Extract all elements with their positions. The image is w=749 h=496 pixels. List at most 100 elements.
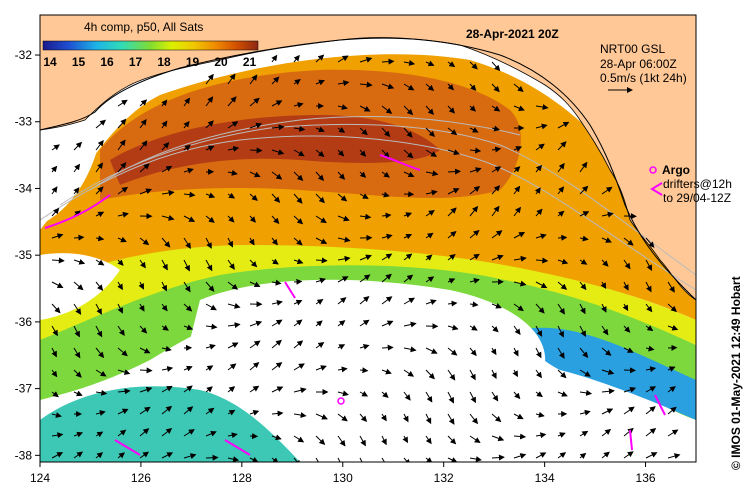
current-vector-arrow bbox=[381, 212, 392, 219]
current-vector-arrow bbox=[491, 325, 499, 333]
current-vector-arrow bbox=[601, 237, 612, 243]
current-vector-arrow bbox=[359, 319, 370, 327]
current-vector-arrow bbox=[557, 303, 565, 315]
current-vector-arrow bbox=[425, 254, 433, 261]
current-vector-arrow bbox=[183, 324, 194, 331]
y-tick-label: -34 bbox=[15, 181, 33, 195]
current-vector-arrow bbox=[447, 324, 459, 331]
current-vector-arrow bbox=[359, 457, 363, 462]
current-vector-arrow bbox=[491, 83, 500, 93]
current-vector-arrow bbox=[535, 347, 542, 359]
current-vector-arrow bbox=[425, 276, 435, 283]
current-vector-arrow bbox=[601, 451, 610, 459]
current-vector-arrow bbox=[381, 391, 389, 398]
current-vector-arrow bbox=[95, 235, 105, 242]
current-vector-arrow bbox=[315, 237, 328, 244]
current-vector-arrow bbox=[579, 161, 588, 173]
current-vector-arrow bbox=[447, 207, 457, 217]
current-vector-arrow bbox=[425, 83, 435, 92]
current-vector-arrow bbox=[491, 166, 502, 173]
current-vector-arrow bbox=[337, 390, 349, 397]
current-vector-arrow bbox=[469, 369, 476, 381]
current-vector-arrow bbox=[469, 83, 477, 92]
current-vector-arrow bbox=[183, 281, 191, 293]
current-vector-arrow bbox=[117, 186, 129, 195]
current-vector-arrow bbox=[623, 347, 634, 353]
x-tick-label: 132 bbox=[434, 471, 454, 485]
coastline bbox=[40, 37, 696, 301]
current-vector-arrow bbox=[161, 120, 168, 129]
current-vector-arrow bbox=[249, 456, 259, 462]
current-vector-arrow bbox=[139, 325, 148, 334]
current-vector-arrow bbox=[183, 144, 191, 151]
current-vector-arrow bbox=[425, 435, 432, 445]
current-vector-arrow bbox=[557, 325, 564, 338]
current-vector-arrow bbox=[315, 54, 325, 63]
current-vector-arrow bbox=[51, 369, 58, 378]
current-vector-arrow bbox=[227, 409, 236, 416]
current-vector-arrow bbox=[381, 58, 395, 65]
current-vector-arrow bbox=[601, 388, 615, 395]
current-vector-arrow bbox=[183, 215, 196, 222]
current-vector-arrow bbox=[249, 259, 258, 268]
current-vector-arrow bbox=[623, 406, 635, 415]
current-vector-arrow bbox=[227, 96, 237, 107]
current-vector-arrow bbox=[73, 187, 80, 195]
current-vector-arrow bbox=[139, 237, 150, 246]
y-tick-label: -32 bbox=[15, 48, 33, 62]
current-vector-arrow bbox=[469, 391, 476, 404]
current-vector-arrow bbox=[227, 215, 235, 223]
current-vector-arrow bbox=[271, 76, 280, 85]
current-vector-arrow bbox=[447, 457, 458, 462]
current-vector-arrow bbox=[271, 434, 282, 441]
current-vector-arrow bbox=[381, 191, 390, 198]
current-vector-arrow bbox=[161, 405, 173, 415]
current-vector-arrow bbox=[117, 408, 129, 415]
current-vector-arrow bbox=[293, 258, 304, 265]
current-vector-arrow bbox=[139, 367, 153, 374]
current-vector-arrow bbox=[579, 452, 587, 459]
current-vector-arrow bbox=[381, 127, 391, 138]
current-vector-arrow bbox=[425, 413, 432, 425]
current-vector-arrow bbox=[535, 164, 543, 173]
current-vector-arrow bbox=[622, 303, 629, 312]
current-vector-arrow bbox=[579, 430, 589, 437]
current-vector-arrow bbox=[161, 385, 173, 393]
current-vector-arrow bbox=[117, 369, 131, 375]
current-vector-arrow bbox=[337, 55, 349, 63]
current-vector-arrow bbox=[447, 105, 455, 114]
current-vector-arrow bbox=[293, 237, 303, 246]
current-vector-arrow bbox=[227, 259, 235, 270]
current-vector-arrow bbox=[447, 253, 456, 261]
current-vector-arrow bbox=[95, 119, 106, 129]
current-vector-arrow bbox=[249, 215, 256, 223]
current-vector-arrow bbox=[557, 121, 570, 129]
current-vector-arrow bbox=[249, 320, 263, 327]
current-vector-arrow bbox=[95, 303, 102, 315]
current-vector-arrow bbox=[469, 205, 479, 217]
x-tick-label: 136 bbox=[636, 471, 656, 485]
current-vector-arrow bbox=[139, 386, 153, 393]
current-vector-arrow bbox=[271, 410, 284, 417]
current-vector-arrow bbox=[183, 303, 193, 312]
current-vector-arrow bbox=[359, 81, 373, 88]
current-vector-arrow bbox=[447, 369, 456, 381]
current-vector-arrow bbox=[491, 391, 499, 402]
current-vector-arrow bbox=[249, 193, 258, 201]
current-vector-arrow bbox=[359, 149, 367, 157]
current-vector-arrow bbox=[51, 303, 61, 314]
current-vector-arrow bbox=[381, 105, 393, 114]
plot-area bbox=[40, 15, 696, 462]
current-vector-arrow bbox=[139, 259, 146, 269]
current-vector-arrow bbox=[601, 369, 615, 375]
current-vector-arrow bbox=[161, 99, 168, 107]
current-vector-arrow bbox=[359, 274, 371, 283]
current-vector-arrow bbox=[403, 83, 415, 91]
current-vector-arrow bbox=[227, 363, 237, 371]
current-vector-arrow bbox=[601, 211, 614, 218]
current-vector-arrow bbox=[337, 104, 348, 110]
current-vector-arrow bbox=[425, 369, 435, 380]
current-vector-arrow bbox=[117, 347, 128, 357]
current-vector-arrow bbox=[139, 99, 148, 107]
current-vector-arrow bbox=[161, 345, 172, 352]
